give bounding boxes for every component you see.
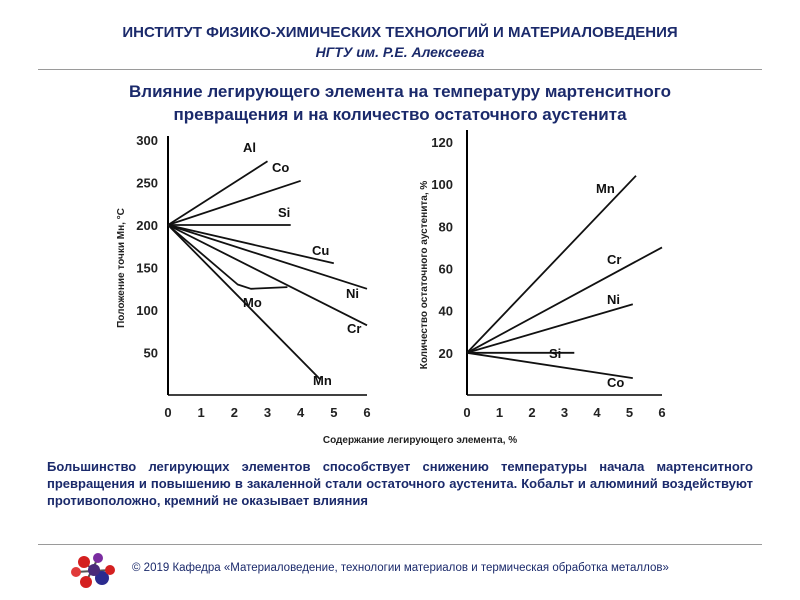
series-line-mn bbox=[466, 175, 637, 354]
x-tick-label: 5 bbox=[330, 405, 337, 420]
y-tick-label: 200 bbox=[136, 218, 158, 233]
series-label-mo: Mo bbox=[243, 295, 262, 310]
x-tick-label: 4 bbox=[593, 405, 601, 420]
series-line-co bbox=[167, 179, 301, 226]
series-line-co bbox=[466, 351, 633, 379]
x-tick-label: 1 bbox=[496, 405, 503, 420]
footer-divider bbox=[38, 544, 762, 545]
header-divider bbox=[38, 69, 762, 70]
y-tick-label: 150 bbox=[136, 261, 158, 276]
series-line-cr bbox=[167, 224, 368, 327]
series-label-cr: Cr bbox=[607, 252, 621, 267]
series-label-ni: Ni bbox=[346, 286, 359, 301]
x-tick-label: 1 bbox=[198, 405, 205, 420]
footer-copyright: © 2019 Кафедра «Материаловедение, технол… bbox=[132, 562, 669, 574]
y-tick-label: 100 bbox=[431, 177, 453, 192]
series-label-cr: Cr bbox=[347, 321, 361, 336]
university-subtitle: НГТУ им. Р.Е. Алексеева bbox=[315, 44, 485, 60]
x-tick-label: 0 bbox=[164, 405, 171, 420]
y-tick-label: 120 bbox=[431, 135, 453, 150]
x-tick-label: 4 bbox=[297, 405, 305, 420]
x-tick-label: 5 bbox=[626, 405, 633, 420]
y-tick-label: 80 bbox=[439, 219, 453, 234]
series-label-mn: Mn bbox=[313, 373, 332, 388]
series-line-al bbox=[167, 160, 268, 226]
series-line-mo bbox=[167, 224, 288, 290]
series-label-co: Co bbox=[607, 375, 624, 390]
series-line-cr bbox=[466, 246, 663, 354]
series-line-ni bbox=[466, 303, 634, 354]
y-axis-label: Количество остаточного аустенита, % bbox=[419, 181, 430, 370]
x-axis-label: Содержание легирующего элемента, % bbox=[323, 435, 517, 446]
series-label-cu: Cu bbox=[312, 243, 329, 258]
y-tick-label: 300 bbox=[136, 133, 158, 148]
x-tick-label: 3 bbox=[264, 405, 271, 420]
y-tick-label: 250 bbox=[136, 176, 158, 191]
y-tick-label: 60 bbox=[439, 262, 453, 277]
series-line-mn bbox=[167, 224, 322, 381]
x-tick-label: 0 bbox=[463, 405, 470, 420]
series-line-cu bbox=[167, 224, 335, 265]
chart-retained-austenite: 20 40 60 80 100 120 0 1 2 3 4 5 6 Количество остаточн… bbox=[419, 130, 666, 420]
institute-title: ИНСТИТУТ ФИЗИКО-ХИМИЧЕСКИХ ТЕХНОЛОГИЙ И … bbox=[122, 24, 678, 41]
y-axis-label: Положение точки Мн, °С bbox=[116, 208, 127, 328]
series-label-co: Co bbox=[272, 160, 289, 175]
series-label-al: Al bbox=[243, 140, 256, 155]
x-tick-label: 3 bbox=[561, 405, 568, 420]
x-tick-label: 2 bbox=[528, 405, 535, 420]
x-tick-label: 6 bbox=[363, 405, 370, 420]
series-label-si: Si bbox=[278, 205, 290, 220]
series-label-si: Si bbox=[549, 346, 561, 361]
series-label-mn: Mn bbox=[596, 181, 615, 196]
series-label-ni: Ni bbox=[607, 292, 620, 307]
slide-title-line2: превращения и на количество остаточного … bbox=[173, 105, 627, 124]
slide-title-line1: Влияние легирующего элемента на температ… bbox=[129, 82, 671, 101]
x-tick-label: 2 bbox=[231, 405, 238, 420]
body-text: Большинство легирующих элементов способс… bbox=[47, 459, 753, 508]
slide-title: Влияние легирующего элемента на температ… bbox=[40, 80, 760, 126]
y-tick-label: 40 bbox=[439, 304, 453, 319]
y-tick-label: 50 bbox=[144, 346, 158, 361]
molecule-logo-icon bbox=[71, 553, 115, 588]
y-tick-label: 20 bbox=[439, 346, 453, 361]
x-tick-label: 6 bbox=[658, 405, 665, 420]
series-line-ni bbox=[167, 224, 368, 290]
y-tick-label: 100 bbox=[136, 303, 158, 318]
